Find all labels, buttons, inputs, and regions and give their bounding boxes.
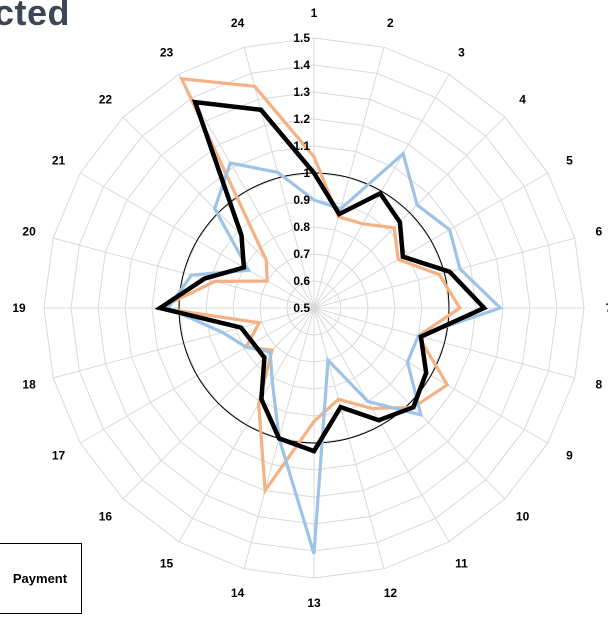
category-label: 11 [455,557,468,571]
category-label: 8 [596,377,603,391]
category-label: 23 [160,46,174,60]
legend-label: Payment [12,571,68,586]
category-label: 1 [311,6,318,20]
radial-tick-label: 0.5 [293,301,310,315]
radial-tick-label: 0.6 [293,274,310,288]
radial-tick-label: 1.3 [293,85,310,99]
radial-tick-label: 1.4 [293,58,310,72]
series-line-2 [165,150,504,555]
category-label: 3 [458,46,465,60]
radial-tick-label: 1.1 [293,139,310,153]
category-label: 6 [596,225,603,239]
radial-tick-label: 0.9 [293,193,310,207]
category-label: 4 [519,92,526,106]
category-label: 7 [606,301,608,315]
series-line-1 [154,76,462,496]
series-line-3 [154,99,488,454]
category-label: 15 [160,557,174,571]
category-label: 17 [52,449,66,463]
radial-tick-label: 0.8 [293,220,310,234]
category-label: 9 [566,449,573,463]
category-label: 16 [99,510,113,524]
category-label: 21 [52,154,66,168]
category-label: 20 [22,225,36,239]
radial-tick-label: 1.2 [293,112,310,126]
radial-tick-labels: 0.5 0.6 0.7 0.8 0.9 1 1.1 1.2 1.3 1.4 1.5 [293,31,310,315]
category-labels: 123456789101112131415161718192021222324 [12,6,608,610]
category-label: 5 [566,154,573,168]
category-label: 10 [516,510,530,524]
radial-tick-label: 1.5 [293,31,310,45]
category-label: 24 [231,16,245,30]
radar-series [154,76,504,555]
category-label: 13 [307,596,321,610]
radar-grid [43,37,585,579]
category-label: 12 [384,586,398,600]
category-label: 14 [231,586,245,600]
category-label: 2 [387,16,394,30]
chart-title: cted [0,0,71,33]
category-label: 18 [22,377,36,391]
category-label: 22 [99,92,113,106]
legend-box: Payment [0,543,82,614]
radial-tick-label: 0.7 [293,247,310,261]
category-label: 19 [12,301,26,315]
radial-tick-label: 1 [303,166,310,180]
